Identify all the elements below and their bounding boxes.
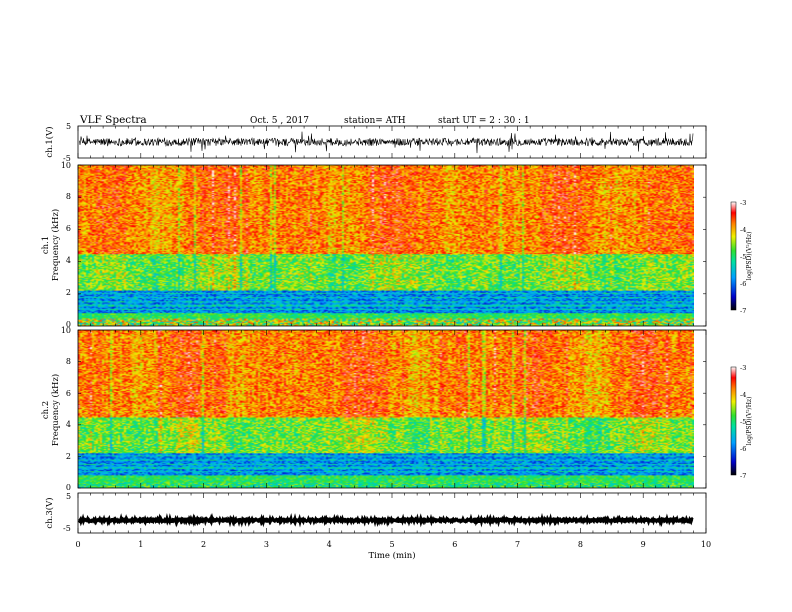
ch2-cb-tick-6: -6 <box>740 445 746 453</box>
ch2-spectrogram-panel: 0 2 4 6 8 10 ch.2 Frequency (kHz) -3 -4 … <box>41 326 753 492</box>
x-tick-label: 2 <box>201 540 206 549</box>
ch2-spec-ytick-6: 6 <box>66 389 71 398</box>
x-tick-label: 9 <box>641 540 646 549</box>
ch3-ytick-bottom: -5 <box>63 524 71 533</box>
ch3-waveform-ylabel: ch.3(V) <box>44 497 55 528</box>
ch1-spectrogram-ylabel: Frequency (kHz) <box>50 209 61 281</box>
ch3-waveform-ticks <box>77 493 707 533</box>
ch1-spec-ytick-10: 10 <box>61 161 71 170</box>
ch2-spectrogram-image <box>78 330 694 488</box>
ch1-spec-ytick-6: 6 <box>66 224 71 233</box>
ch2-colorbar-gradient <box>730 366 737 476</box>
x-tick-label: 4 <box>327 540 332 549</box>
ch1-cb-tick-4: -4 <box>740 226 746 234</box>
ch1-spectrogram-image <box>78 165 694 326</box>
ch3-waveform-line <box>77 512 694 528</box>
ch1-ytick-top: 5 <box>66 122 71 131</box>
ch2-spectrogram-ylabel: Frequency (kHz) <box>50 374 61 446</box>
ch2-colorbar: -3 -4 -5 -6 -7 log(PSD)(V²/Hz) <box>730 364 753 480</box>
ch3-waveform-panel: 5 -5 ch.3(V) <box>44 492 707 534</box>
ch1-channel-label: ch.1 <box>41 236 51 254</box>
ch2-spectrogram-ytick-labels: 0 2 4 6 8 10 <box>61 326 71 492</box>
ch1-ytick-bottom: -5 <box>63 154 71 163</box>
ch2-spec-ytick-2: 2 <box>66 452 71 461</box>
ch1-spec-ytick-8: 8 <box>66 192 71 201</box>
ch2-channel-label: ch.2 <box>41 401 51 419</box>
ch1-spec-ytick-0: 0 <box>66 320 71 329</box>
ch2-spec-ytick-0: 0 <box>66 483 71 492</box>
x-tick-label: 3 <box>264 540 269 549</box>
ch1-cb-tick-7: -7 <box>740 307 746 315</box>
ch2-cb-tick-3: -3 <box>740 364 746 372</box>
ch1-cb-tick-3: -3 <box>740 199 746 207</box>
ch1-cb-tick-6: -6 <box>740 280 746 288</box>
ch1-colorbar: -3 -4 -5 -6 -7 log(PSD)(V²/Hz) <box>730 199 753 315</box>
ch1-spectrogram-panel: 0 2 4 6 8 10 ch.1 Frequency (kHz) <box>41 161 753 329</box>
date-label: Oct. 5 , 2017 <box>250 116 309 126</box>
ch1-spec-ytick-2: 2 <box>66 288 71 297</box>
ch2-cb-tick-4: -4 <box>740 391 746 399</box>
ch1-waveform-panel: 5 -5 ch.1(V) <box>44 122 707 163</box>
ch1-spectrogram-ticks <box>77 164 707 327</box>
x-tick-label: 10 <box>701 540 711 549</box>
ch1-waveform-line <box>79 131 694 154</box>
ch2-spectrogram-ticks <box>77 329 707 489</box>
ch2-spec-ytick-8: 8 <box>66 357 71 366</box>
ch3-waveform-frame <box>77 492 707 534</box>
start-time-label: start UT = 2 : 30 : 1 <box>438 116 530 126</box>
x-tick-label: 8 <box>578 540 583 549</box>
ch1-waveform-ylabel: ch.1(V) <box>44 126 55 157</box>
ch2-colorbar-label: log(PSD)(V²/Hz) <box>746 397 753 446</box>
ch2-spec-ytick-4: 4 <box>66 420 71 429</box>
ch2-cb-tick-5: -5 <box>740 418 746 426</box>
x-axis-label: Time (min) <box>368 550 415 561</box>
ch1-cb-tick-5: -5 <box>740 253 746 261</box>
ch1-colorbar-label: log(PSD)(V²/Hz) <box>746 232 753 281</box>
x-axis-tick-labels: 0 1 2 3 4 5 6 7 8 9 10 <box>75 540 711 549</box>
x-tick-label: 5 <box>389 540 394 549</box>
x-tick-label: 7 <box>515 540 520 549</box>
ch3-ytick-top: 5 <box>66 492 71 501</box>
ch1-spectrogram-ytick-labels: 0 2 4 6 8 10 <box>61 161 71 329</box>
ch2-spec-ytick-10: 10 <box>61 326 71 335</box>
ch1-colorbar-gradient <box>730 201 737 311</box>
x-tick-label: 1 <box>138 540 143 549</box>
station-label: station= ATH <box>344 116 406 126</box>
ch1-spec-ytick-4: 4 <box>66 256 71 265</box>
ch1-waveform-ticks <box>77 126 707 158</box>
ch2-cb-tick-7: -7 <box>740 472 746 480</box>
x-tick-label: 0 <box>75 540 80 549</box>
figure-title: VLF Spectra <box>79 114 147 126</box>
x-tick-label: 6 <box>452 540 457 549</box>
